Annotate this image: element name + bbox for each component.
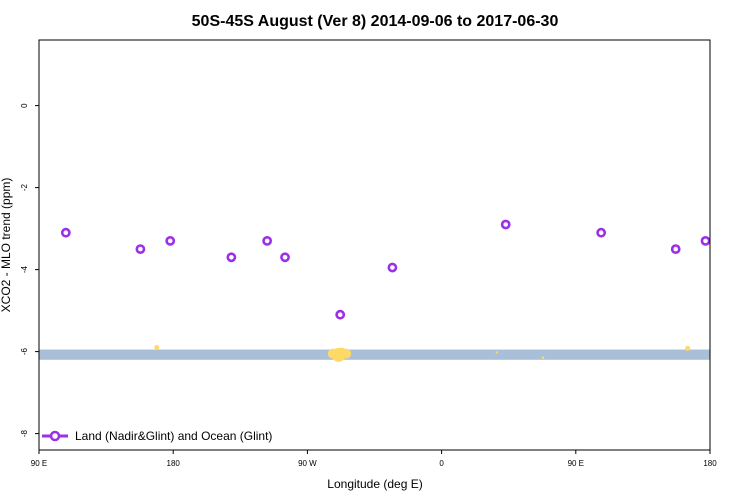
- y-tick-label: -8: [20, 429, 29, 437]
- highlight-marker: [685, 345, 691, 351]
- data-point: [262, 235, 273, 246]
- y-tick-label: -6: [20, 347, 29, 355]
- data-point: [387, 262, 398, 273]
- y-axis: 0 -2 -4 -6 -8: [20, 103, 39, 437]
- data-point: [700, 235, 711, 246]
- x-tick-label: 180: [703, 459, 717, 468]
- plot-frame: [38, 39, 711, 451]
- x-tick-label: 180: [167, 459, 181, 468]
- data-points-layer: [60, 219, 711, 320]
- x-tick-label: 90 W: [298, 459, 317, 468]
- x-tick-label: 0: [439, 459, 444, 468]
- legend: Land (Nadir&Glint) and Ocean (Glint): [42, 429, 272, 443]
- y-tick-label: -2: [20, 183, 29, 191]
- legend-label: Land (Nadir&Glint) and Ocean (Glint): [75, 429, 272, 443]
- data-point: [60, 227, 71, 238]
- highlight-marker: [495, 351, 498, 354]
- x-axis-label: Longitude (deg E): [327, 477, 422, 491]
- data-point: [135, 244, 146, 254]
- data-point: [165, 235, 176, 246]
- highlight-marker-layer: [154, 345, 691, 362]
- y-tick-label: 0: [20, 103, 29, 108]
- y-tick-label: -4: [20, 265, 29, 273]
- highlight-marker: [154, 345, 160, 350]
- legend-marker: [49, 430, 61, 442]
- data-point: [670, 244, 681, 254]
- reference-band: [39, 349, 710, 360]
- data-point: [226, 252, 237, 263]
- y-axis-label: XCO2 - MLO trend (ppm): [0, 178, 13, 313]
- x-axis: 90 E 180 90 W 0 90 E 180: [31, 450, 717, 468]
- data-point: [596, 227, 607, 238]
- x-tick-label: 90 E: [568, 459, 584, 468]
- highlight-marker: [331, 352, 340, 361]
- chart-title: 50S-45S August (Ver 8) 2014-09-06 to 201…: [192, 13, 559, 30]
- data-point: [280, 252, 290, 263]
- data-point: [500, 219, 511, 230]
- reference-band-layer: [39, 349, 710, 360]
- highlight-marker: [337, 347, 346, 356]
- highlight-marker: [541, 356, 545, 359]
- x-tick-label: 90 E: [31, 459, 47, 468]
- data-point: [335, 309, 346, 320]
